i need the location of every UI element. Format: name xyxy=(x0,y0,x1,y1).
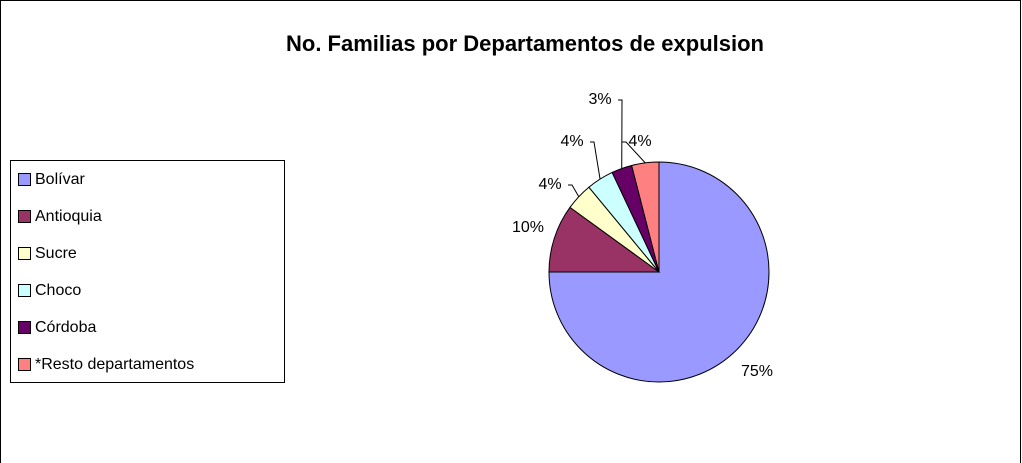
legend-swatch xyxy=(18,321,31,334)
legend-label: *Resto departamentos xyxy=(35,356,194,373)
leader-line xyxy=(618,99,623,169)
legend-box xyxy=(10,160,285,383)
legend-swatch xyxy=(18,173,31,186)
leader-line xyxy=(590,141,601,180)
legend-swatch xyxy=(18,247,31,260)
data-label: 75% xyxy=(741,363,773,380)
legend-label: Choco xyxy=(35,282,81,299)
leader-line xyxy=(568,184,580,197)
legend-swatch xyxy=(18,284,31,297)
data-label: 4% xyxy=(538,176,561,193)
leader-line xyxy=(622,141,646,164)
data-label: 3% xyxy=(588,91,611,108)
legend-swatch xyxy=(18,358,31,371)
legend-swatch xyxy=(18,210,31,223)
pie-slice xyxy=(631,161,660,273)
data-label: 10% xyxy=(512,219,544,236)
legend-label: Bolívar xyxy=(35,171,85,188)
legend-label: Antioquia xyxy=(35,208,102,225)
data-label: 4% xyxy=(628,133,651,150)
chart-title: No. Familias por Departamentos de expuls… xyxy=(286,31,764,56)
legend-label: Córdoba xyxy=(35,319,96,336)
legend-label: Sucre xyxy=(35,245,77,262)
data-label: 4% xyxy=(560,133,583,150)
